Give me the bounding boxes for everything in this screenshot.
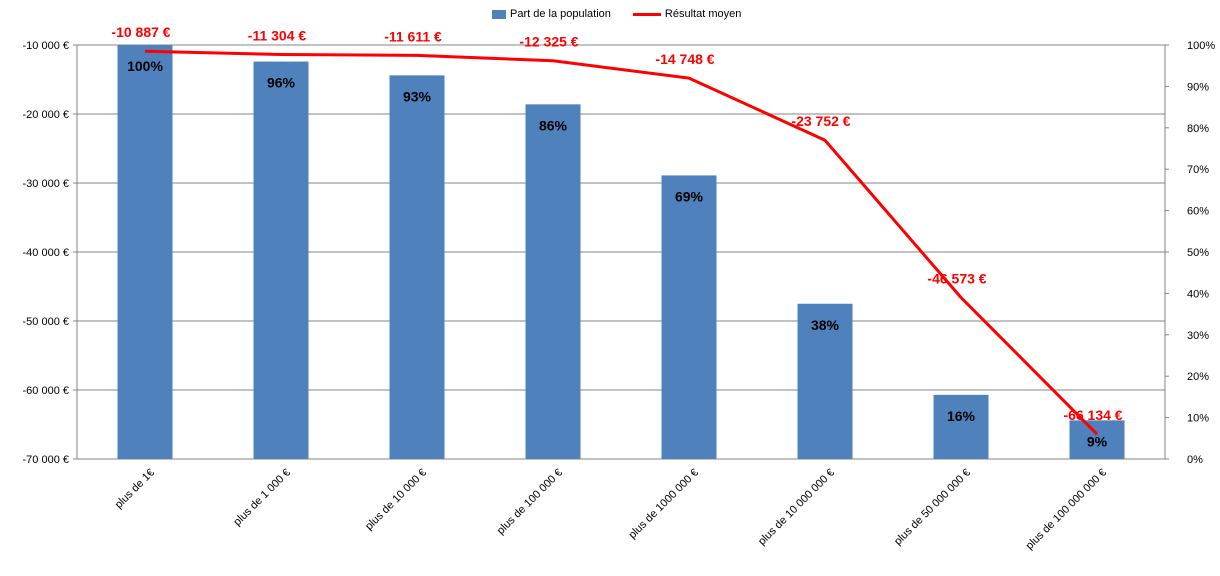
x-axis-category-label: plus de 10 000 000 € xyxy=(756,467,837,548)
bar-data-label: 100% xyxy=(127,58,163,74)
legend-item-bars: Part de la population xyxy=(492,8,611,20)
right-axis-tick-label: 40% xyxy=(1187,288,1209,300)
bar-data-label: 96% xyxy=(267,75,296,91)
line-data-label: -46 573 € xyxy=(927,271,986,287)
legend-item-line: Résultat moyen xyxy=(632,8,742,20)
x-axis-category-label: plus de 100 000 € xyxy=(495,467,565,537)
bar-data-label: 93% xyxy=(403,88,432,104)
left-axis-tick-label: -50 000 € xyxy=(23,316,69,328)
line-data-label: -11 611 € xyxy=(384,28,442,44)
bar-data-label: 16% xyxy=(947,408,976,424)
line-data-label: -12 325 € xyxy=(519,34,578,50)
right-axis-tick-label: 100% xyxy=(1187,40,1215,52)
bar xyxy=(661,175,717,459)
bar-data-label: 9% xyxy=(1087,433,1108,449)
bar-data-label: 86% xyxy=(539,117,568,133)
bar xyxy=(117,45,173,459)
line-series-resultat-moyen xyxy=(144,49,1099,436)
bar xyxy=(253,61,309,460)
right-axis-tick-label: 60% xyxy=(1187,206,1209,218)
right-axis-tick-label: 90% xyxy=(1187,81,1209,93)
line-data-label: -10 887 € xyxy=(111,24,170,40)
legend-swatch-line xyxy=(632,12,661,16)
legend-label-bars: Part de la population xyxy=(510,8,611,20)
bar xyxy=(797,303,853,459)
bar xyxy=(933,394,989,459)
legend-swatch-bars xyxy=(492,9,506,19)
x-axis-category-label: plus de 1€ xyxy=(113,467,157,511)
left-axis-tick-label: -40 000 € xyxy=(23,247,69,259)
line-data-label: -66 134 € xyxy=(1063,407,1122,423)
bar-data-label: 69% xyxy=(675,188,704,204)
line-data-label: -11 304 € xyxy=(248,28,307,44)
x-axis-category-label: plus de 1 000 € xyxy=(231,467,293,529)
right-axis-tick-label: 80% xyxy=(1187,123,1209,135)
bar xyxy=(525,104,581,459)
left-axis-tick-label: -30 000 € xyxy=(23,178,69,190)
right-axis-tick-label: 10% xyxy=(1187,413,1209,425)
right-axis-tick-label: 20% xyxy=(1187,371,1209,383)
x-axis-category-label: plus de 10 000 € xyxy=(363,467,429,533)
right-axis-tick-label: 30% xyxy=(1187,330,1209,342)
right-axis-tick-label: 50% xyxy=(1187,247,1209,259)
bar xyxy=(389,75,445,460)
legend-label-line: Résultat moyen xyxy=(664,8,742,20)
chart-legend: Part de la population Résultat moyen xyxy=(492,8,763,20)
x-axis-category-label: plus de 50 000 000 € xyxy=(892,467,973,548)
left-axis-tick-label: -10 000 € xyxy=(23,40,69,52)
right-axis-tick-label: 70% xyxy=(1187,164,1209,176)
x-axis-category-label: plus de 1000 000 € xyxy=(626,467,701,542)
left-axis-tick-label: -60 000 € xyxy=(23,385,69,397)
left-axis-tick-label: -70 000 € xyxy=(23,454,69,466)
line-data-label: -14 748 € xyxy=(655,51,714,67)
bar-data-label: 38% xyxy=(811,317,840,333)
bar xyxy=(1069,420,1125,459)
right-axis-tick-label: 0% xyxy=(1187,454,1203,466)
line-data-label: -23 752 € xyxy=(791,113,850,129)
left-axis-tick-label: -20 000 € xyxy=(23,109,69,121)
x-axis-category-label: plus de 100 000 000 € xyxy=(1024,467,1109,552)
